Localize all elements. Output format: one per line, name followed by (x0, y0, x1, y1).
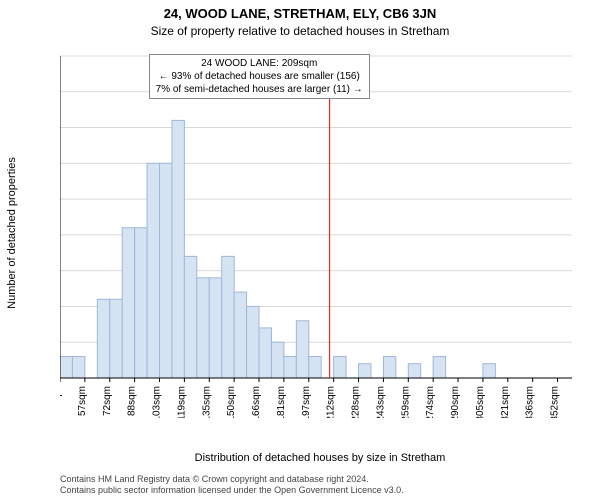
x-axis-label: Distribution of detached houses by size … (60, 452, 580, 464)
x-tick-label: 103sqm (152, 386, 163, 418)
histogram-bar (359, 364, 371, 378)
histogram-bar (110, 299, 122, 378)
x-tick-label: 274sqm (425, 386, 436, 418)
x-tick-label: 352sqm (550, 386, 561, 418)
callout-line: 24 WOOD LANE: 209sqm (156, 57, 363, 70)
histogram-bar (483, 364, 495, 378)
histogram-bar (247, 306, 259, 378)
x-tick-label: 72sqm (102, 386, 113, 416)
x-tick-label: 336sqm (525, 386, 536, 418)
histogram-bar (172, 120, 184, 378)
callout-line: 7% of semi-detached houses are larger (1… (156, 83, 363, 96)
histogram-bar (433, 357, 445, 378)
histogram-bar (97, 299, 109, 378)
chart-page: 24, WOOD LANE, STRETHAM, ELY, CB6 3JN Si… (0, 0, 600, 500)
chart-subtitle: Size of property relative to detached ho… (0, 24, 600, 38)
x-tick-label: 259sqm (400, 386, 411, 418)
histogram-bar (122, 228, 134, 378)
histogram-bar (197, 278, 209, 378)
chart-title: 24, WOOD LANE, STRETHAM, ELY, CB6 3JN (0, 6, 600, 21)
x-tick-label: 41sqm (60, 386, 63, 416)
histogram-bar (334, 357, 346, 378)
attribution-line-2: Contains public sector information licen… (60, 485, 590, 496)
histogram-bar (284, 357, 296, 378)
x-tick-label: 197sqm (301, 386, 312, 418)
callout-line: ← 93% of detached houses are smaller (15… (156, 70, 363, 83)
histogram-bar (408, 364, 420, 378)
x-tick-label: 212sqm (326, 386, 337, 418)
attribution-line-1: Contains HM Land Registry data © Crown c… (60, 474, 590, 485)
histogram-bar (60, 357, 72, 378)
x-tick-label: 228sqm (351, 386, 362, 418)
histogram-svg: 05101520253035404541sqm57sqm72sqm88sqm10… (60, 48, 580, 418)
x-tick-label: 57sqm (77, 386, 88, 416)
plot-area: 05101520253035404541sqm57sqm72sqm88sqm10… (60, 48, 580, 418)
histogram-bar (259, 328, 271, 378)
x-tick-label: 166sqm (251, 386, 262, 418)
histogram-bar (309, 357, 321, 378)
callout-box: 24 WOOD LANE: 209sqm← 93% of detached ho… (149, 54, 370, 99)
histogram-bar (271, 342, 283, 378)
x-tick-label: 135sqm (201, 386, 212, 418)
x-tick-label: 305sqm (475, 386, 486, 418)
x-tick-label: 88sqm (127, 386, 138, 416)
histogram-bar (222, 256, 234, 378)
x-tick-label: 119sqm (176, 386, 187, 418)
histogram-bar (72, 357, 84, 378)
x-tick-label: 243sqm (375, 386, 386, 418)
attribution-footer: Contains HM Land Registry data © Crown c… (60, 474, 590, 496)
histogram-bar (296, 321, 308, 378)
histogram-bar (383, 357, 395, 378)
histogram-bar (184, 256, 196, 378)
histogram-bar (147, 163, 159, 378)
histogram-bar (135, 228, 147, 378)
y-axis-label: Number of detached properties (4, 48, 20, 418)
histogram-bar (160, 163, 172, 378)
x-tick-label: 290sqm (450, 386, 461, 418)
x-tick-label: 150sqm (226, 386, 237, 418)
x-tick-label: 181sqm (276, 386, 287, 418)
x-tick-label: 321sqm (500, 386, 511, 418)
histogram-bar (234, 292, 246, 378)
histogram-bar (209, 278, 221, 378)
